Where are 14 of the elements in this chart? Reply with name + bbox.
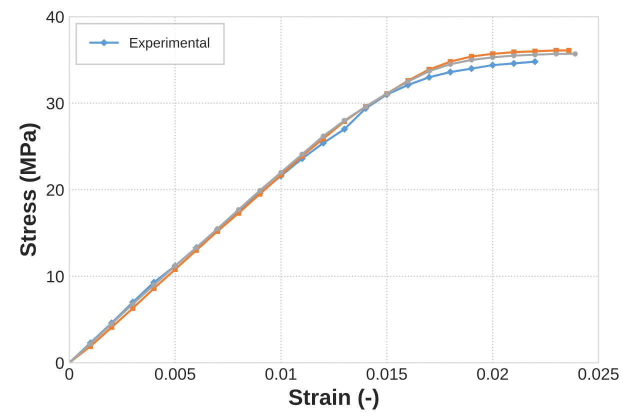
- y-tick-label: 20: [46, 184, 64, 196]
- y-tick-label: 10: [47, 270, 64, 282]
- x-tick-label: 0.025: [578, 368, 619, 380]
- x-axis-title: Strain (-): [288, 388, 378, 410]
- y-tick-label: 30: [46, 98, 64, 110]
- x-tick-label: 0.01: [265, 368, 296, 380]
- x-tick-label: 0.005: [154, 368, 196, 380]
- legend-label: Experimental: [130, 38, 210, 50]
- y-tick-label: 0: [56, 357, 64, 369]
- x-tick-label: 0: [65, 368, 74, 380]
- y-tick-label: 40: [46, 11, 64, 23]
- x-tick-label: 0.02: [477, 368, 508, 380]
- y-axis-title: Stress (MPa): [20, 124, 40, 256]
- x-tick-label: 0.015: [366, 368, 407, 380]
